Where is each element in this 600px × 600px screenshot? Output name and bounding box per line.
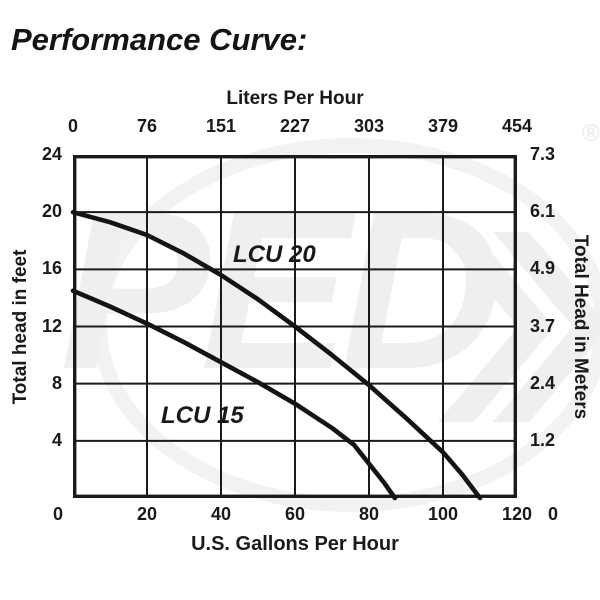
right-axis-tick: 3.7 (530, 316, 556, 336)
bottom-axis-tick: 100 (427, 504, 459, 524)
top-axis-tick: 379 (427, 116, 459, 136)
right-axis-tick: 7.3 (530, 144, 556, 164)
bottom-axis-tick: 120 (501, 504, 533, 524)
right-axis-tick: 6.1 (530, 201, 556, 221)
right-axis-tick: 1.2 (530, 430, 556, 450)
page-title: Performance Curve: (11, 22, 308, 57)
bottom-axis-tick: 40 (210, 504, 232, 524)
registered-trademark-icon: ® (582, 120, 600, 147)
series-label-lcu15: LCU 15 (161, 402, 244, 429)
bottom-axis-tick: 20 (136, 504, 158, 524)
watermark-logo-text: PED (60, 164, 503, 416)
bottom-axis-tick: 60 (284, 504, 306, 524)
right-axis-tick: 2.4 (530, 373, 556, 393)
top-axis-title: Liters Per Hour (226, 88, 364, 109)
left-axis-tick: 12 (41, 316, 62, 336)
top-axis-tick: 76 (136, 116, 158, 136)
series-label-lcu20: LCU 20 (233, 241, 316, 268)
top-axis-tick: 303 (353, 116, 385, 136)
plot-canvas (70, 155, 518, 501)
left-axis-tick: 16 (41, 258, 62, 278)
bottom-axis-tick: 80 (358, 504, 380, 524)
right-axis-tick: 4.9 (530, 258, 556, 278)
left-axis-tick: 24 (41, 144, 62, 164)
top-axis-tick: 454 (501, 116, 533, 136)
top-axis-tick: 0 (67, 116, 78, 136)
bottom-axis-tick: 0 (52, 504, 63, 524)
brand-watermark: PED ® (50, 120, 600, 520)
left-axis-tick: 8 (51, 373, 62, 393)
bottom-axis-title: U.S. Gallons Per Hour (191, 533, 399, 555)
top-axis-tick: 151 (205, 116, 237, 136)
top-axis-tick: 227 (279, 116, 311, 136)
plot-area: LCU 20 LCU 15 (70, 155, 518, 501)
left-axis-tick: 4 (51, 430, 62, 450)
left-axis-tick: 20 (41, 201, 62, 221)
right-axis-zero-tick: 0 (547, 504, 558, 524)
